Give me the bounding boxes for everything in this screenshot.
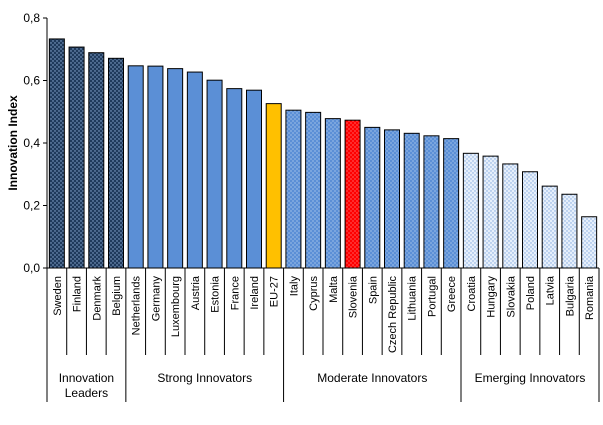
bar-hungary: [482, 155, 499, 269]
bar-slovenia: [344, 119, 361, 269]
x-category-label: Spain: [367, 276, 379, 304]
bar-cyprus: [305, 111, 322, 269]
bar-netherlands: [127, 65, 144, 269]
x-category-label: Cyprus: [308, 276, 320, 311]
x-category-label: Poland: [525, 276, 537, 310]
x-category-label: Lithuania: [407, 275, 419, 321]
group-label: Strong Innovators: [157, 371, 252, 385]
bar-czech-republic: [384, 129, 400, 269]
x-category-label: Luxembourg: [170, 276, 182, 337]
x-category-label: Czech Republic: [387, 276, 399, 354]
y-tick-label: 0,0: [23, 261, 40, 275]
y-axis-title: Innovation Index: [6, 95, 20, 191]
bar-austria: [186, 71, 203, 269]
group-label: Emerging Innovators: [475, 371, 586, 385]
x-category-label: Romania: [584, 275, 596, 320]
bar-ireland: [246, 89, 262, 269]
category-labels-group: Sweden Finland Denmark Belgium Netherlands Ge…: [46, 268, 600, 402]
bar-croatia: [462, 152, 479, 269]
x-category-label: Germany: [150, 276, 162, 322]
bars-group: [48, 38, 598, 269]
x-category-label: Croatia: [466, 275, 478, 311]
bar-luxembourg: [167, 68, 184, 269]
x-category-label: Malta: [328, 275, 340, 303]
group-label: Innovation: [59, 371, 114, 385]
bar-poland: [522, 171, 538, 269]
bar-italy: [285, 109, 302, 269]
bar-lithuania: [403, 132, 420, 269]
x-category-label: Belgium: [111, 276, 123, 316]
x-category-label: Netherlands: [131, 276, 143, 336]
x-category-label: EU-27: [269, 276, 281, 307]
bar-denmark: [88, 52, 105, 269]
x-category-label: Ireland: [249, 276, 261, 310]
x-category-label: Slovenia: [348, 275, 360, 318]
bar-germany: [147, 65, 164, 269]
bar-bulgaria: [561, 193, 578, 269]
x-category-label: Slovakia: [505, 275, 517, 317]
x-category-label: Bulgaria: [564, 275, 576, 316]
x-category-label: Austria: [190, 275, 202, 310]
bar-latvia: [541, 185, 558, 269]
bar-romania: [581, 216, 598, 269]
bar-malta: [324, 118, 341, 269]
bar-sweden: [48, 38, 65, 269]
x-category-label: Finland: [72, 276, 84, 312]
bar-portugal: [423, 135, 440, 269]
bar-spain: [364, 126, 381, 269]
x-category-label: France: [229, 276, 241, 310]
x-category-label: Estonia: [210, 275, 222, 313]
group-label: Leaders: [65, 386, 108, 400]
y-tick-label: 0,2: [23, 199, 40, 213]
x-category-label: Greece: [446, 276, 458, 312]
bar-eu-27: [265, 103, 282, 269]
group-label: Moderate Innovators: [317, 371, 427, 385]
x-category-label: Hungary: [486, 276, 498, 318]
x-category-label: Portugal: [426, 276, 438, 317]
y-tick-label: 0,6: [23, 74, 40, 88]
bar-estonia: [206, 79, 223, 269]
bar-slovakia: [502, 163, 519, 269]
x-category-label: Latvia: [545, 275, 557, 305]
x-category-label: Sweden: [52, 276, 64, 316]
bar-france: [226, 88, 243, 269]
y-tick-label: 0,4: [23, 136, 40, 150]
bar-finland: [68, 46, 85, 269]
x-category-label: Italy: [288, 276, 300, 297]
x-category-label: Denmark: [91, 276, 103, 321]
bar-greece: [443, 138, 460, 269]
bar-belgium: [108, 57, 124, 269]
y-tick-label: 0,8: [23, 11, 40, 25]
